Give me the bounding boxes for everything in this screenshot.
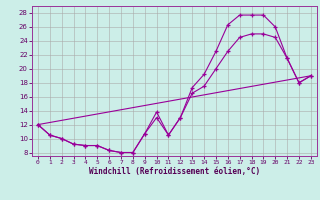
X-axis label: Windchill (Refroidissement éolien,°C): Windchill (Refroidissement éolien,°C): [89, 167, 260, 176]
